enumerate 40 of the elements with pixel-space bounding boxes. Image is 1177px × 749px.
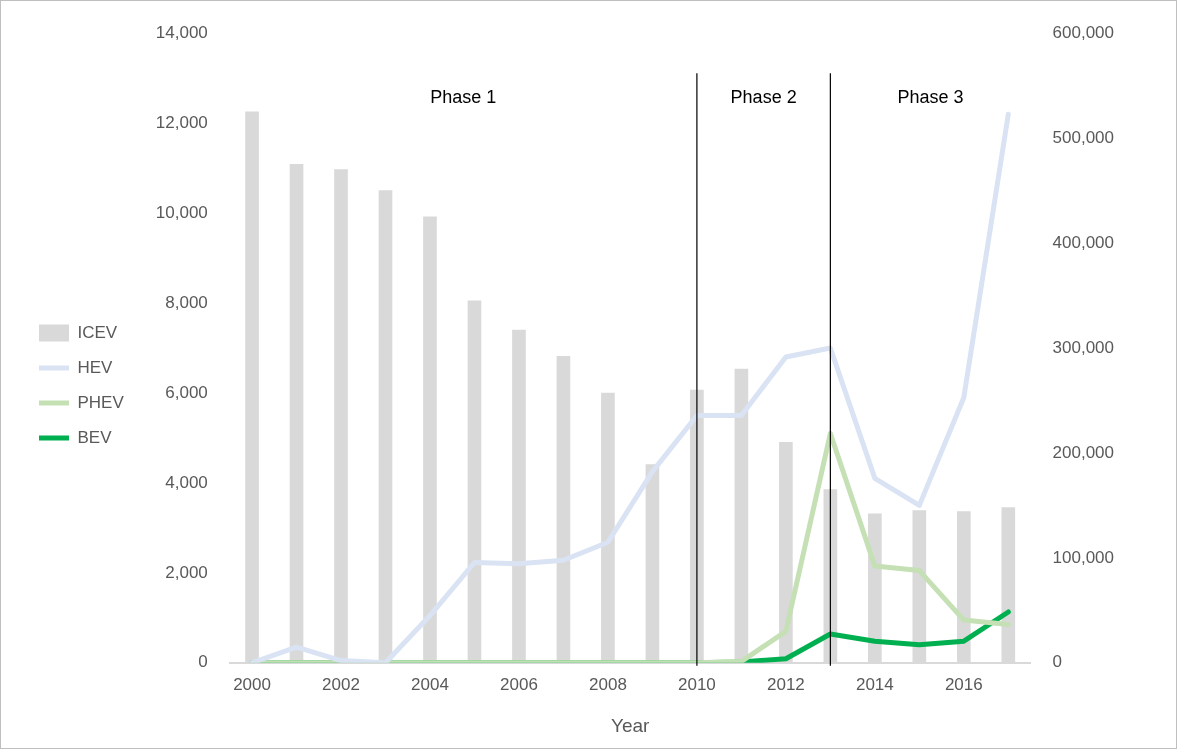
bar — [467, 300, 482, 663]
y2-tick-label: 500,000 — [1052, 127, 1114, 147]
y-tick-label: 12,000 — [155, 112, 208, 132]
bar — [423, 216, 437, 663]
x-tick-label: 2010 — [677, 674, 716, 694]
annotation: Phase 2 — [730, 87, 797, 108]
bar — [378, 190, 393, 663]
bar — [601, 392, 615, 663]
y2-tick-label: 300,000 — [1052, 337, 1114, 357]
x-tick-label: 2000 — [233, 674, 271, 694]
y-tick-label: 14,000 — [155, 22, 208, 42]
x-tick-label: 2014 — [855, 674, 894, 694]
legend-label: PHEV — [77, 392, 125, 412]
y-tick-label: 8,000 — [165, 292, 208, 312]
legend-label: ICEV — [77, 322, 118, 342]
x-tick-label: 2016 — [944, 674, 983, 694]
y2-tick-label: 400,000 — [1052, 232, 1114, 252]
x-tick-label: 2002 — [322, 674, 360, 694]
bar — [556, 356, 571, 663]
y2-tick-label: 100,000 — [1052, 547, 1114, 567]
bar — [645, 464, 660, 663]
y-tick-label: 6,000 — [165, 382, 208, 402]
x-tick-label: 2004 — [411, 674, 449, 694]
x-tick-label: 2006 — [500, 674, 538, 694]
bar — [512, 329, 526, 663]
legend-label: HEV — [77, 357, 114, 377]
bar — [289, 164, 304, 663]
legend-label: BEV — [77, 427, 113, 447]
y-tick-label: 2,000 — [165, 562, 208, 582]
y-tick-label: 0 — [198, 652, 208, 672]
y-tick-label: 10,000 — [155, 202, 208, 222]
y2-tick-label: 600,000 — [1052, 22, 1114, 42]
x-axis-title: Year — [610, 714, 651, 736]
y2-tick-label: 200,000 — [1052, 442, 1114, 462]
annotation: Phase 1 — [430, 87, 497, 108]
x-tick-label: 2008 — [589, 674, 627, 694]
x-tick-label: 2012 — [766, 674, 805, 694]
y2-tick-label: 0 — [1052, 652, 1063, 672]
y-tick-label: 4,000 — [165, 472, 208, 492]
annotation: Phase 3 — [897, 87, 964, 108]
